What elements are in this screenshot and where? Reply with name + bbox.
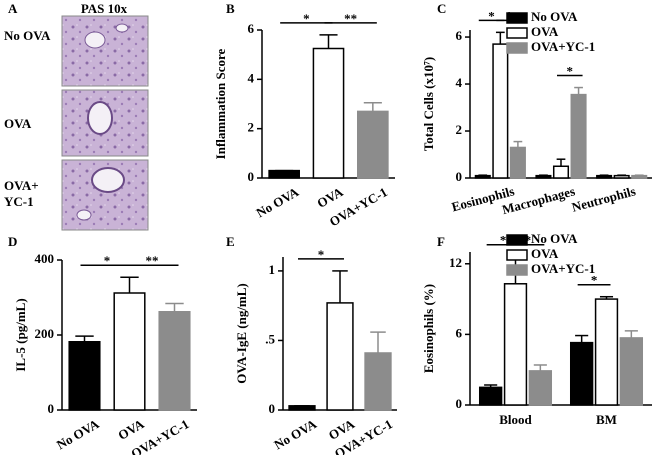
y-tick-label: .5 <box>265 331 275 346</box>
bar <box>268 169 300 179</box>
significance-label: ** <box>146 253 159 268</box>
panel-label: D <box>8 234 17 249</box>
x-tick-label: Neutrophils <box>570 183 637 214</box>
y-tick-label: 6 <box>456 325 463 340</box>
airway <box>84 31 106 49</box>
legend-swatch <box>506 234 528 246</box>
bar <box>619 337 644 406</box>
row-label: OVA+ YC-1 <box>4 178 39 209</box>
row-label: OVA <box>4 116 32 131</box>
bar <box>113 292 146 411</box>
panel-title: PAS 10x <box>81 1 128 16</box>
x-tick-label: No OVA <box>254 184 302 220</box>
y-tick-label: 0 <box>248 169 255 184</box>
y-tick-label: 2 <box>248 120 255 135</box>
bar <box>364 352 392 411</box>
significance-label: * <box>591 273 598 288</box>
airway <box>115 23 129 33</box>
legend-swatch <box>506 12 528 24</box>
legend-swatch <box>506 249 528 261</box>
bar <box>535 174 552 179</box>
bar <box>474 174 491 179</box>
bar <box>570 93 587 179</box>
airway <box>87 101 113 135</box>
bar <box>68 341 101 411</box>
significance-label: * <box>567 64 574 79</box>
panel-label: C <box>437 1 446 16</box>
significance-label: * <box>303 11 310 26</box>
panel-label: E <box>226 234 235 249</box>
y-axis-label: Eosinophils (%) <box>421 284 436 373</box>
y-tick-label: 1 <box>269 262 276 277</box>
bar <box>288 405 316 411</box>
row-label: No OVA <box>4 28 51 43</box>
bar <box>492 43 509 179</box>
histology-image <box>61 15 149 87</box>
legend-label: OVA <box>531 24 559 39</box>
panel-label: A <box>8 1 18 16</box>
legend-swatch <box>506 27 528 39</box>
y-tick-label: 0 <box>456 396 463 411</box>
panel-label: B <box>226 1 235 16</box>
y-tick-label: 6 <box>456 28 463 43</box>
airway <box>76 209 92 221</box>
airway <box>91 167 125 193</box>
y-axis-label: Total Cells (x10⁷) <box>421 57 436 151</box>
bar <box>326 302 354 411</box>
x-tick-label: Blood <box>499 412 532 427</box>
significance-label: * <box>488 8 495 23</box>
x-tick-label: No OVA <box>271 416 319 452</box>
bar <box>478 386 503 406</box>
y-tick-label: 6 <box>248 21 255 36</box>
y-tick-label: 4 <box>248 70 255 85</box>
bar <box>357 110 389 179</box>
y-tick-label: 2 <box>456 122 463 137</box>
bar <box>552 165 570 179</box>
y-axis-label: OVA-IgE (ng/mL) <box>234 283 249 384</box>
y-axis-label: Inflammation Score <box>213 48 228 159</box>
bar <box>158 311 191 411</box>
y-tick-label: 0 <box>456 169 463 184</box>
bar <box>528 370 553 406</box>
y-tick-label: 200 <box>35 326 55 341</box>
significance-label: * <box>318 247 325 262</box>
bar <box>569 341 594 406</box>
y-tick-label: 400 <box>35 251 55 266</box>
x-tick-label: BM <box>596 412 617 427</box>
legend-swatch <box>506 42 528 54</box>
y-tick-label: 0 <box>269 401 276 416</box>
legend-label: OVA+YC-1 <box>531 261 595 276</box>
bar <box>613 174 630 179</box>
bar <box>594 298 619 406</box>
significance-label: * <box>104 253 111 268</box>
bar <box>312 47 345 179</box>
significance-label: * <box>500 233 507 248</box>
legend-swatch <box>506 264 528 276</box>
x-tick-label: OVA <box>115 416 147 443</box>
x-tick-label: No OVA <box>54 416 102 452</box>
panel-label: F <box>437 234 445 249</box>
significance-label: * <box>525 233 532 248</box>
legend-label: OVA <box>531 246 559 261</box>
y-tick-label: 12 <box>449 255 462 270</box>
bar <box>503 283 528 406</box>
bar <box>509 146 526 179</box>
legend-label: No OVA <box>531 231 578 246</box>
legend-label: OVA+YC-1 <box>531 39 595 54</box>
y-tick-label: 0 <box>48 401 55 416</box>
y-axis-label: IL-5 (pg/mL) <box>13 298 28 371</box>
y-tick-label: 4 <box>456 75 463 90</box>
significance-label: ** <box>344 11 357 26</box>
legend-label: No OVA <box>531 9 578 24</box>
bar <box>631 174 648 179</box>
bar <box>596 174 613 179</box>
